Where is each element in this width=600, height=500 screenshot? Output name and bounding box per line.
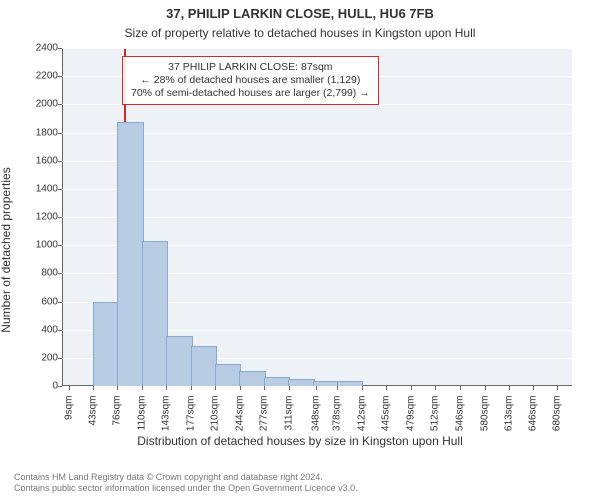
- histogram-bar: [215, 364, 241, 386]
- y-tick-label: 1800: [36, 127, 58, 138]
- x-tick-label: 43sqm: [88, 396, 99, 426]
- x-tick-label: 110sqm: [137, 396, 148, 431]
- x-tick-label: 412sqm: [357, 396, 368, 432]
- x-tick-mark: [337, 386, 338, 390]
- histogram-bar: [313, 381, 339, 386]
- x-tick-mark: [117, 386, 118, 390]
- x-tick-mark: [191, 386, 192, 390]
- x-tick-mark: [485, 386, 486, 390]
- info-line-1: 37 PHILIP LARKIN CLOSE: 87sqm: [131, 61, 370, 74]
- x-tick-mark: [533, 386, 534, 390]
- y-tick-label: 2400: [36, 43, 58, 54]
- chart-title: 37, PHILIP LARKIN CLOSE, HULL, HU6 7FB: [0, 6, 600, 21]
- x-tick-label: 546sqm: [454, 396, 465, 432]
- y-tick-mark: [58, 76, 62, 77]
- y-tick-label: 600: [41, 296, 58, 307]
- y-tick-mark: [58, 48, 62, 49]
- y-tick-mark: [58, 386, 62, 387]
- grid-line: [62, 386, 572, 387]
- y-tick-label: 1600: [36, 155, 58, 166]
- info-box: 37 PHILIP LARKIN CLOSE: 87sqm ← 28% of d…: [122, 56, 379, 105]
- x-tick-mark: [93, 386, 94, 390]
- x-tick-label: 680sqm: [552, 396, 563, 432]
- x-tick-label: 143sqm: [161, 396, 172, 432]
- y-tick-label: 1200: [36, 212, 58, 223]
- info-line-2: ← 28% of detached houses are smaller (1,…: [131, 74, 370, 87]
- x-tick-mark: [362, 386, 363, 390]
- x-tick-mark: [435, 386, 436, 390]
- x-tick-label: 479sqm: [405, 396, 416, 432]
- x-tick-mark: [460, 386, 461, 390]
- histogram-bar: [264, 377, 290, 386]
- x-tick-mark: [509, 386, 510, 390]
- x-tick-label: 244sqm: [234, 396, 245, 432]
- x-tick-label: 646sqm: [527, 396, 538, 432]
- x-tick-label: 580sqm: [479, 396, 490, 432]
- histogram-bar: [117, 122, 143, 386]
- x-tick-label: 378sqm: [332, 396, 343, 432]
- y-axis-label: Number of detached properties: [0, 167, 13, 332]
- info-line-3: 70% of semi-detached houses are larger (…: [131, 87, 370, 100]
- y-tick-mark: [58, 330, 62, 331]
- y-tick-label: 2000: [36, 99, 58, 110]
- x-tick-mark: [264, 386, 265, 390]
- x-tick-mark: [316, 386, 317, 390]
- x-tick-label: 512sqm: [430, 396, 441, 432]
- y-tick-label: 1000: [36, 240, 58, 251]
- x-tick-label: 277sqm: [258, 396, 269, 432]
- histogram-bar: [166, 336, 192, 386]
- attribution-line-2: Contains public sector information licen…: [14, 483, 358, 494]
- y-tick-mark: [58, 245, 62, 246]
- y-tick-mark: [58, 302, 62, 303]
- x-tick-mark: [142, 386, 143, 390]
- x-tick-label: 9sqm: [63, 396, 74, 420]
- y-tick-mark: [58, 217, 62, 218]
- histogram-bar: [288, 379, 314, 386]
- x-tick-label: 76sqm: [112, 396, 123, 426]
- y-tick-mark: [58, 273, 62, 274]
- x-tick-mark: [386, 386, 387, 390]
- y-tick-label: 1400: [36, 183, 58, 194]
- x-axis-label: Distribution of detached houses by size …: [0, 434, 600, 448]
- y-tick-mark: [58, 104, 62, 105]
- x-tick-mark: [215, 386, 216, 390]
- chart-subtitle: Size of property relative to detached ho…: [0, 26, 600, 40]
- x-tick-label: 613sqm: [503, 396, 514, 432]
- attribution-line-1: Contains HM Land Registry data © Crown c…: [14, 472, 358, 483]
- histogram-bar: [93, 302, 119, 386]
- x-tick-mark: [240, 386, 241, 390]
- x-tick-mark: [289, 386, 290, 390]
- y-tick-label: 2200: [36, 71, 58, 82]
- x-tick-label: 311sqm: [283, 396, 294, 431]
- y-tick-label: 800: [41, 268, 58, 279]
- x-tick-label: 177sqm: [185, 396, 196, 432]
- histogram-bar: [239, 371, 265, 386]
- x-tick-mark: [69, 386, 70, 390]
- y-tick-mark: [58, 189, 62, 190]
- histogram-bar: [337, 381, 363, 386]
- x-tick-mark: [166, 386, 167, 390]
- x-tick-mark: [557, 386, 558, 390]
- y-tick-mark: [58, 133, 62, 134]
- histogram-bar: [191, 346, 217, 386]
- x-tick-mark: [411, 386, 412, 390]
- chart-figure: 37, PHILIP LARKIN CLOSE, HULL, HU6 7FB S…: [0, 0, 600, 500]
- x-tick-label: 210sqm: [210, 396, 221, 432]
- y-tick-label: 400: [41, 324, 58, 335]
- y-tick-mark: [58, 161, 62, 162]
- y-tick-label: 200: [41, 352, 58, 363]
- x-tick-label: 348sqm: [310, 396, 321, 432]
- attribution-text: Contains HM Land Registry data © Crown c…: [14, 472, 358, 495]
- grid-line: [62, 48, 572, 49]
- histogram-bar: [142, 241, 168, 386]
- y-tick-mark: [58, 358, 62, 359]
- x-tick-label: 445sqm: [381, 396, 392, 432]
